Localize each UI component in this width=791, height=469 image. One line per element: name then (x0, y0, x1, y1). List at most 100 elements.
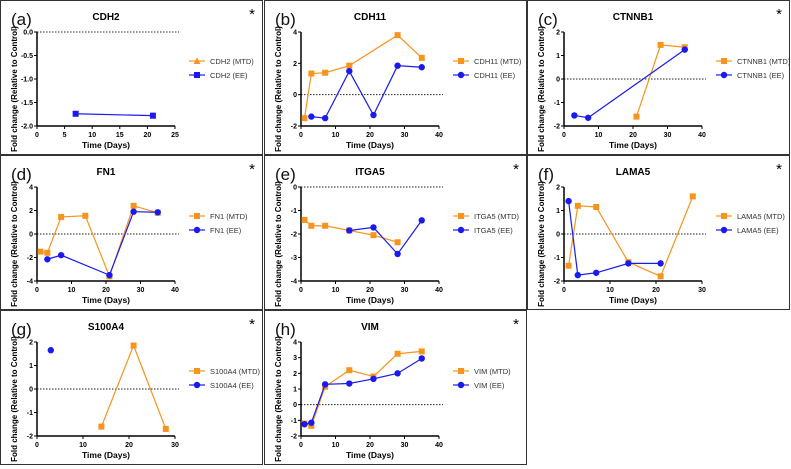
y-tick-label: -3 (291, 255, 297, 262)
series-ee (44, 208, 161, 279)
x-tick-label: 30 (664, 132, 672, 139)
series-mtd (98, 342, 169, 432)
series-ee (72, 110, 156, 119)
x-tick-label: 20 (652, 287, 660, 294)
chart-title: CDH2 (92, 12, 120, 23)
data-point (370, 232, 377, 239)
y-tick-label: -2 (554, 124, 560, 131)
chart-panel-cdh2: (a) CDH2 * Fold change (Relative to Control… (0, 0, 263, 155)
data-point (301, 421, 308, 428)
y-tick-label: 0 (556, 232, 560, 239)
x-tick-label: 40 (435, 132, 443, 139)
x-tick-label: 30 (401, 442, 409, 449)
legend-entry: ITGA5 (MTD) (474, 212, 519, 221)
chart-svg: (d) FN1 * Fold change (Relative to Control)… (10, 161, 255, 307)
legend-entry: VIM (MTD) (474, 367, 511, 376)
x-axis-label: Time (Days) (82, 450, 130, 460)
chart-title: LAMA5 (616, 167, 651, 178)
x-tick-label: 25 (171, 132, 179, 139)
y-tick-label: 3 (293, 355, 297, 362)
data-point (565, 197, 572, 205)
chart-svg: (c) CTNNB1 * Fold change (Relative to Contr… (537, 6, 791, 152)
y-tick-label: -2 (27, 434, 33, 441)
x-tick-label: 0 (35, 287, 39, 294)
y-tick-label: 2 (293, 371, 297, 378)
panel-label: (a) (11, 10, 32, 29)
x-axis-label: Time (Days) (346, 450, 394, 460)
series-ee (571, 46, 688, 121)
data-point (346, 67, 353, 75)
data-point (657, 41, 664, 48)
significance-asterisk: * (513, 161, 519, 178)
panel-label: (b) (275, 10, 296, 29)
y-axis-label: Fold change (Relative to Control) (10, 336, 19, 462)
data-point (574, 271, 581, 279)
x-tick-label: 30 (401, 132, 409, 139)
series-line (40, 205, 158, 279)
data-point (394, 370, 401, 377)
data-point (57, 251, 65, 259)
legend-marker (720, 71, 728, 79)
y-tick-label: -1.5 (21, 100, 33, 107)
data-point (418, 355, 425, 362)
y-tick-label: -1 (291, 418, 297, 425)
panel-label: (e) (275, 165, 296, 184)
legend-marker (193, 226, 201, 234)
legend-marker (720, 226, 728, 234)
series-line (304, 357, 423, 425)
data-point (418, 348, 425, 355)
data-point (574, 202, 581, 209)
x-tick-label: 5 (63, 132, 67, 139)
data-point (394, 350, 401, 357)
y-tick-label: 0 (556, 77, 560, 84)
data-point (130, 342, 137, 349)
y-tick-label: -1 (291, 208, 297, 215)
data-point (308, 222, 315, 229)
chart-title: S100A4 (88, 322, 125, 333)
chart-panel-cdh11: (b) CDH11 Fold change (Relative to Control… (264, 0, 527, 155)
y-tick-label: -2.0 (21, 124, 33, 131)
data-point (308, 70, 315, 77)
data-point (322, 69, 329, 76)
legend-marker (193, 57, 201, 64)
chart-svg: (b) CDH11 Fold change (Relative to Control… (274, 10, 522, 152)
y-tick-label: 2 (556, 185, 560, 192)
x-tick-label: 0 (299, 442, 303, 449)
data-point (321, 381, 329, 388)
data-point (681, 46, 688, 53)
y-tick-label: 1 (556, 208, 560, 215)
data-point (162, 425, 169, 432)
panel-label: (h) (275, 320, 296, 339)
y-tick-label: -1 (27, 410, 33, 417)
legend-entry: LAMA5 (EE) (737, 226, 779, 235)
chart-title: ITGA5 (355, 167, 385, 178)
y-tick-label: 4 (293, 30, 297, 37)
y-tick-label: -1.0 (21, 77, 33, 84)
chart-panel-itga5: (e) ITGA5 * Fold change (Relative to Contro… (264, 155, 527, 310)
y-tick-label: -2 (554, 279, 560, 286)
data-point (370, 224, 377, 231)
series-ee (565, 197, 664, 279)
legend-marker (194, 368, 200, 374)
x-tick-label: 0 (35, 442, 39, 449)
legend-entry: CDH11 (MTD) (474, 57, 522, 66)
legend-marker (458, 368, 464, 374)
x-tick-label: 40 (171, 287, 179, 294)
x-axis-label: Time (Days) (346, 295, 394, 305)
y-tick-label: -2 (27, 255, 33, 262)
data-point (418, 64, 425, 71)
y-tick-label: 2 (556, 30, 560, 37)
x-tick-label: 10 (332, 287, 340, 294)
legend-entry: FN1 (EE) (210, 226, 242, 235)
chart-panel-fn1: (d) FN1 * Fold change (Relative to Control)… (0, 155, 263, 310)
data-point (657, 260, 664, 267)
series-mtd (565, 193, 696, 280)
y-tick-label: 2 (29, 340, 33, 347)
data-point (633, 113, 640, 120)
data-point (130, 202, 137, 209)
data-point (625, 260, 632, 267)
chart-title: FN1 (97, 167, 116, 178)
x-tick-label: 20 (102, 287, 110, 294)
data-point (394, 62, 401, 69)
series-mtd (301, 32, 425, 122)
